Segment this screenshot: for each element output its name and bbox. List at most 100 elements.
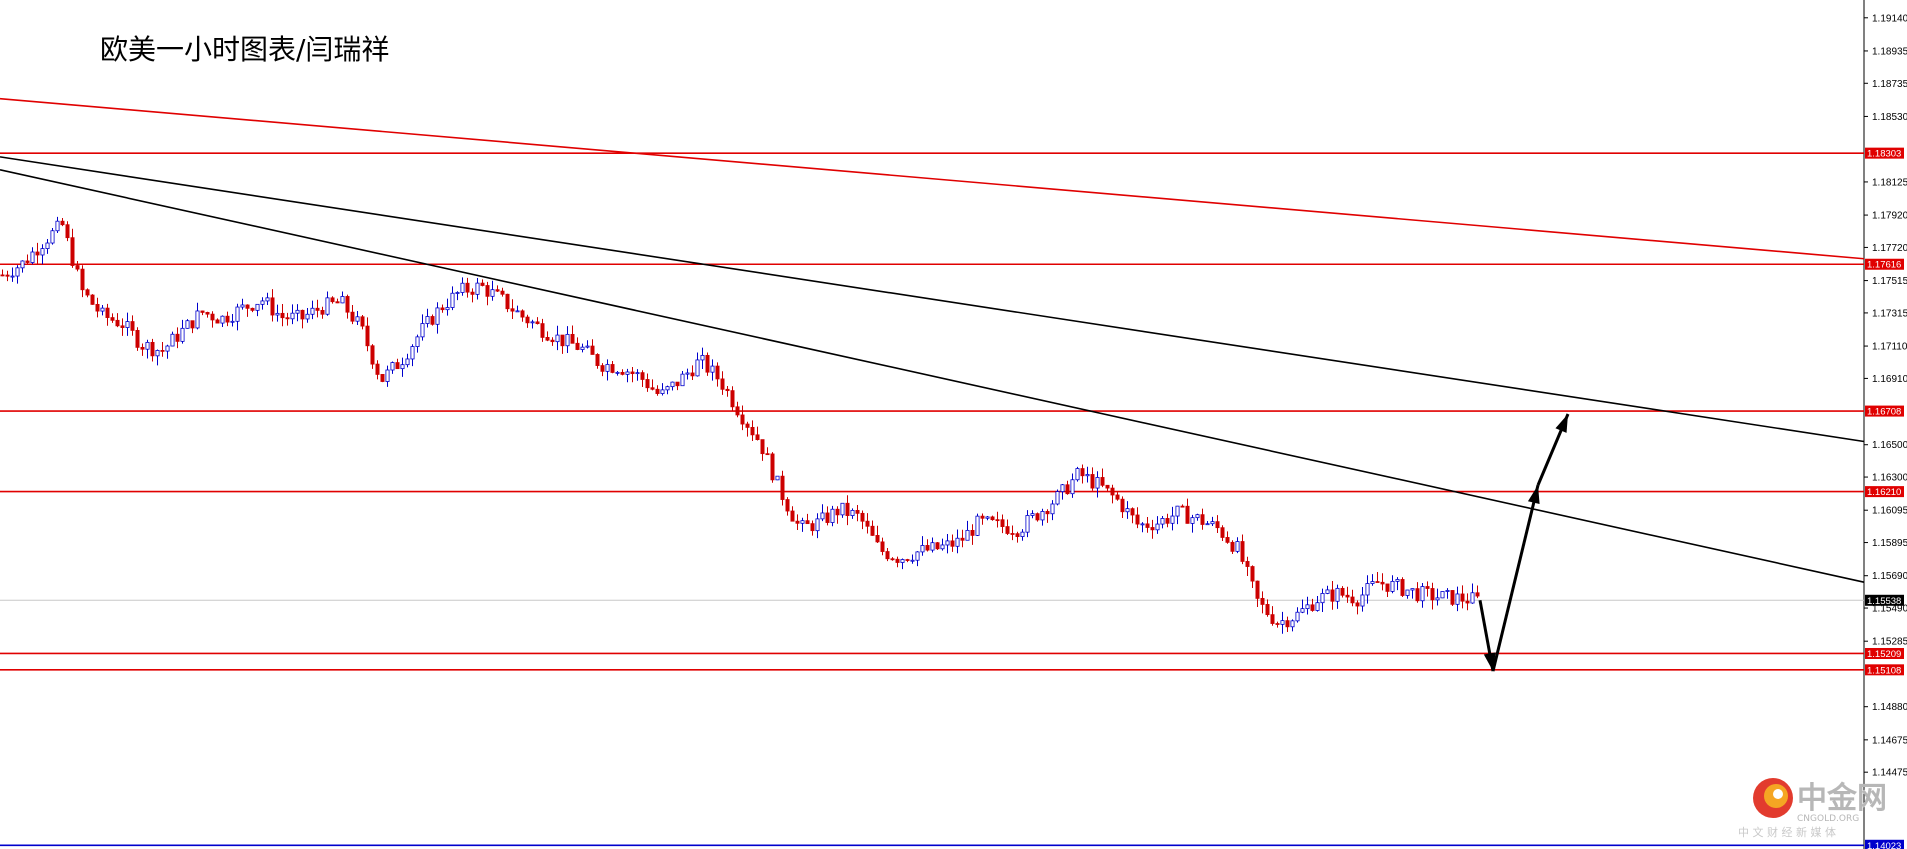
- candle-body: [845, 502, 850, 516]
- candle-body: [605, 364, 610, 372]
- candle-body: [35, 251, 40, 256]
- candle-body: [835, 508, 840, 516]
- candle-body: [570, 333, 575, 344]
- candle-body: [1270, 614, 1275, 624]
- candle-body: [830, 508, 835, 523]
- candle-body: [745, 423, 750, 428]
- candle-body: [40, 248, 45, 256]
- candle-body: [665, 386, 670, 391]
- candle-body: [635, 372, 640, 375]
- candle-body: [710, 365, 715, 373]
- candle-body: [660, 389, 665, 394]
- candle-body: [685, 372, 690, 375]
- candle-body: [1055, 491, 1060, 505]
- trendline: [0, 97, 1865, 260]
- candle-body: [1120, 498, 1125, 513]
- candle-body: [50, 230, 55, 244]
- candle-body: [1390, 580, 1395, 592]
- candle-body: [600, 365, 605, 372]
- candle-body: [525, 316, 530, 324]
- candle-body: [545, 336, 550, 341]
- level-price-tag: [1865, 258, 1904, 270]
- candle-body: [430, 316, 435, 325]
- candle-body: [1105, 484, 1110, 489]
- candle-body: [970, 529, 975, 536]
- y-tick-label: 1.17515: [1872, 276, 1907, 287]
- candle-body: [320, 309, 325, 315]
- candle-body: [1220, 527, 1225, 538]
- candle-body: [630, 371, 635, 375]
- candle-body: [190, 320, 195, 329]
- candle-body: [510, 308, 515, 312]
- candle-body: [870, 525, 875, 536]
- level-price-label: 1.15209: [1867, 649, 1901, 660]
- candle-body: [1185, 505, 1190, 524]
- candle-body: [405, 358, 410, 366]
- level-price-label: 1.14023: [1867, 841, 1901, 849]
- candle-body: [1350, 596, 1355, 604]
- candle-body: [180, 327, 185, 342]
- candle-body: [205, 312, 210, 315]
- candle-body: [655, 388, 660, 394]
- candle-body: [490, 289, 495, 297]
- candle-body: [60, 220, 65, 226]
- chart-title: 欧美一小时图表/闫瑞祥: [100, 33, 390, 66]
- y-tick-label: 1.17920: [1872, 211, 1907, 222]
- candle-body: [170, 333, 175, 347]
- y-tick-label: 1.14675: [1872, 735, 1907, 746]
- candle-body: [1095, 477, 1100, 489]
- candle-body: [1110, 487, 1115, 496]
- candle-body: [255, 303, 260, 311]
- candle-body: [815, 518, 820, 532]
- candle-body: [1395, 579, 1400, 582]
- candle-body: [500, 290, 505, 295]
- candle-body: [1415, 588, 1420, 602]
- candle-body: [470, 291, 475, 295]
- level-price-label: 1.17616: [1867, 260, 1901, 271]
- candle-body: [260, 300, 265, 305]
- candle-body: [290, 312, 295, 320]
- candle-body: [515, 310, 520, 313]
- candle-body: [1445, 590, 1450, 592]
- candle-body: [480, 282, 485, 286]
- y-tick-label: 1.16095: [1872, 506, 1907, 517]
- candle-body: [565, 333, 570, 347]
- candle-body: [460, 282, 465, 293]
- candle-body: [270, 297, 275, 316]
- candle-body: [625, 371, 630, 375]
- candle-body: [1165, 518, 1170, 524]
- candle-body: [1250, 566, 1255, 582]
- candle-body: [435, 307, 440, 325]
- candle-body: [110, 317, 115, 321]
- candle-body: [400, 364, 405, 370]
- watermark-tagline: 中 文 财 经 新 媒 体: [1738, 825, 1836, 839]
- candle-body: [465, 282, 470, 293]
- candle-body: [1375, 581, 1380, 583]
- candle-body: [280, 312, 285, 319]
- candle-body: [715, 365, 720, 380]
- candle-body: [65, 224, 70, 239]
- candle-body: [865, 520, 870, 527]
- candle-body: [440, 307, 445, 311]
- forecast-arrow-group: [1478, 413, 1570, 672]
- y-tick-label: 1.15490: [1872, 604, 1907, 615]
- level-price-tag: [1865, 486, 1904, 498]
- candle-body: [1235, 541, 1240, 552]
- candle-body: [505, 293, 510, 310]
- candle-body: [125, 321, 130, 328]
- candle-body: [1210, 521, 1215, 525]
- candle-body: [45, 242, 50, 249]
- candle-body: [590, 345, 595, 355]
- candle-body: [315, 307, 320, 311]
- candle-body: [225, 315, 230, 323]
- candle-body: [1410, 588, 1415, 591]
- y-tick-label: 1.17315: [1872, 308, 1907, 319]
- candle-body: [615, 371, 620, 374]
- candle-body: [1260, 597, 1265, 605]
- candle-body: [300, 309, 305, 320]
- candle-body: [335, 301, 340, 304]
- candle-body: [330, 297, 335, 303]
- y-tick-label: 1.17110: [1872, 342, 1907, 353]
- candle-body: [670, 381, 675, 388]
- candle-body: [1330, 589, 1335, 602]
